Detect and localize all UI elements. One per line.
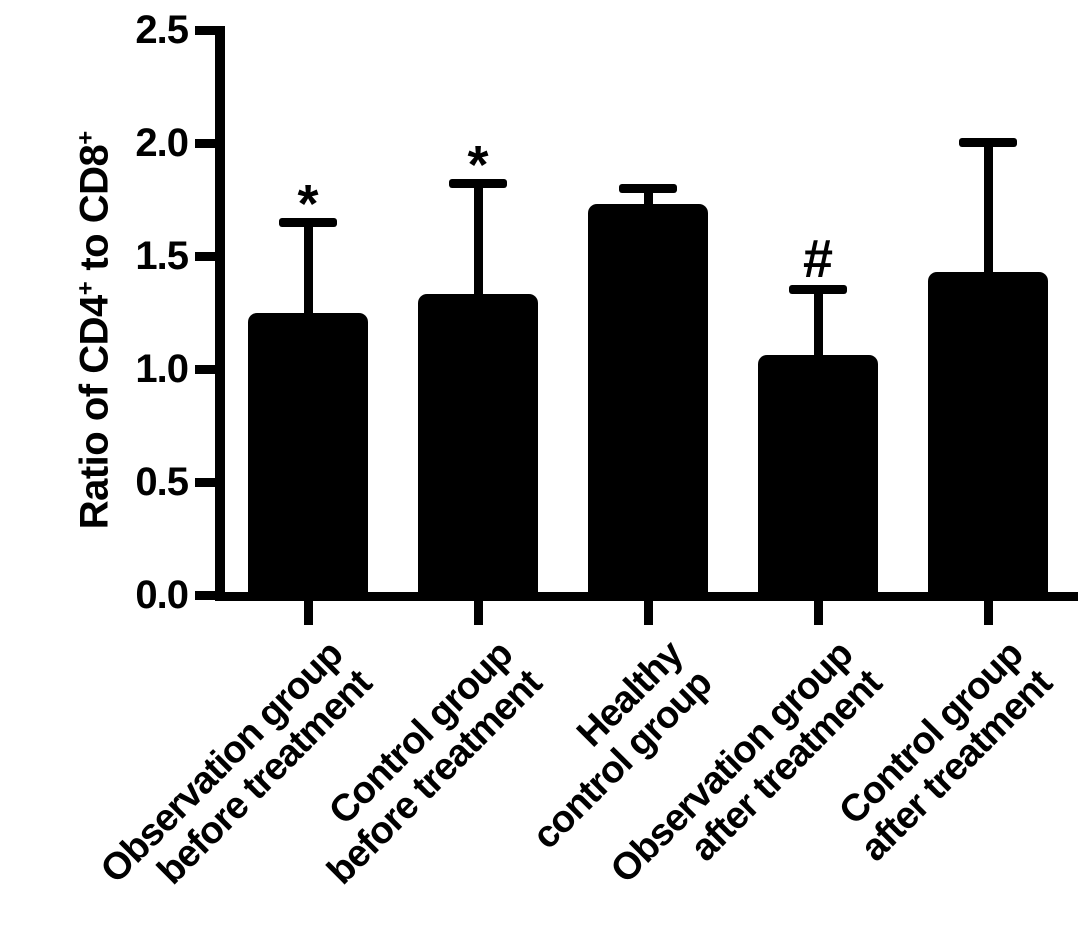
bar [588,204,708,598]
error-bar-stem [813,285,823,381]
bar [928,271,1048,598]
significance-marker: * [467,135,489,196]
y-tick-mark [195,25,215,35]
error-bar-stem [983,138,993,297]
y-tick-mark [195,138,215,148]
y-tick-label: 2.5 [135,8,189,52]
y-tick-label: 1.0 [135,347,189,391]
bar [248,312,368,598]
error-bar-cap [789,285,847,295]
error-bar-stem [473,179,483,320]
y-tick-label: 1.5 [135,234,189,278]
bar [758,355,878,598]
significance-marker: * [297,173,319,234]
error-bar-cap [279,217,337,227]
x-tick-mark [813,600,823,625]
y-tick-mark [195,590,215,600]
x-tick-mark [303,600,313,625]
y-axis-line [215,26,225,600]
y-axis-title-superscript: + [72,281,100,296]
y-axis-title-segment: Ratio of CD4 [72,295,117,530]
y-axis-title-segment: to CD8 [72,144,117,282]
y-tick-label: 2.0 [135,121,189,165]
error-bar-cap [619,183,677,193]
significance-marker: # [802,229,834,290]
y-tick-mark [195,477,215,487]
error-bar-cap [449,179,507,189]
x-tick-mark [983,600,993,625]
y-tick-label: 0.0 [135,573,189,617]
bar [418,294,538,598]
y-tick-mark [195,251,215,261]
x-tick-mark [473,600,483,625]
y-tick-label: 0.5 [135,460,189,504]
x-tick-mark [643,600,653,625]
y-tick-mark [195,364,215,374]
error-bar-cap [959,138,1017,148]
y-axis-title-superscript: + [72,130,100,145]
error-bar-stem [303,217,313,338]
y-axis-title: Ratio of CD4+ to CD8+ [73,131,118,530]
